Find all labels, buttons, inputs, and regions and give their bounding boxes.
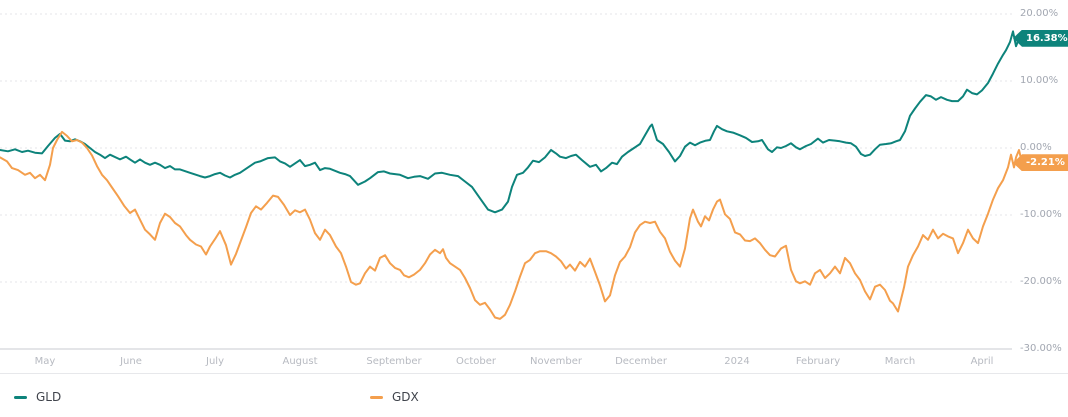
x-tick-label-march: March: [884, 356, 916, 367]
legend-item-gdx[interactable]: GDX: [370, 390, 419, 404]
x-tick-label-february: February: [795, 356, 841, 367]
gld-line-marker-icon: [14, 395, 27, 399]
legend: GLD GDX: [0, 384, 1068, 417]
x-tick-label-june: June: [120, 356, 142, 367]
gdx-value-badge: -2.21%: [1013, 154, 1068, 172]
x-tick-label-august: August: [282, 356, 318, 367]
x-tick-label-september: September: [366, 356, 422, 367]
legend-label-gld: GLD: [36, 390, 62, 404]
x-tick-label-december: December: [615, 356, 667, 367]
x-axis: May June July August September October Novembe…: [0, 351, 1068, 374]
x-tick-label-2024: 2024: [724, 356, 750, 367]
gld-value-badge: 16.38%: [1013, 29, 1068, 47]
performance-chart[interactable]: [0, 0, 1068, 360]
x-tick-label-july: July: [206, 356, 224, 367]
legend-label-gdx: GDX: [392, 390, 419, 404]
x-tick-label-may: May: [34, 356, 56, 367]
gdx-line: [0, 130, 1023, 320]
gdx-line-marker-icon: [370, 395, 383, 399]
gld-line: [0, 30, 1023, 214]
gdx-final-value: -2.21%: [1026, 157, 1065, 169]
gld-final-value: 16.38%: [1026, 32, 1068, 44]
x-tick-label-april: April: [970, 356, 994, 367]
x-tick-label-november: November: [529, 356, 583, 367]
x-tick-label-october: October: [455, 356, 497, 367]
legend-item-gld[interactable]: GLD: [14, 390, 61, 404]
